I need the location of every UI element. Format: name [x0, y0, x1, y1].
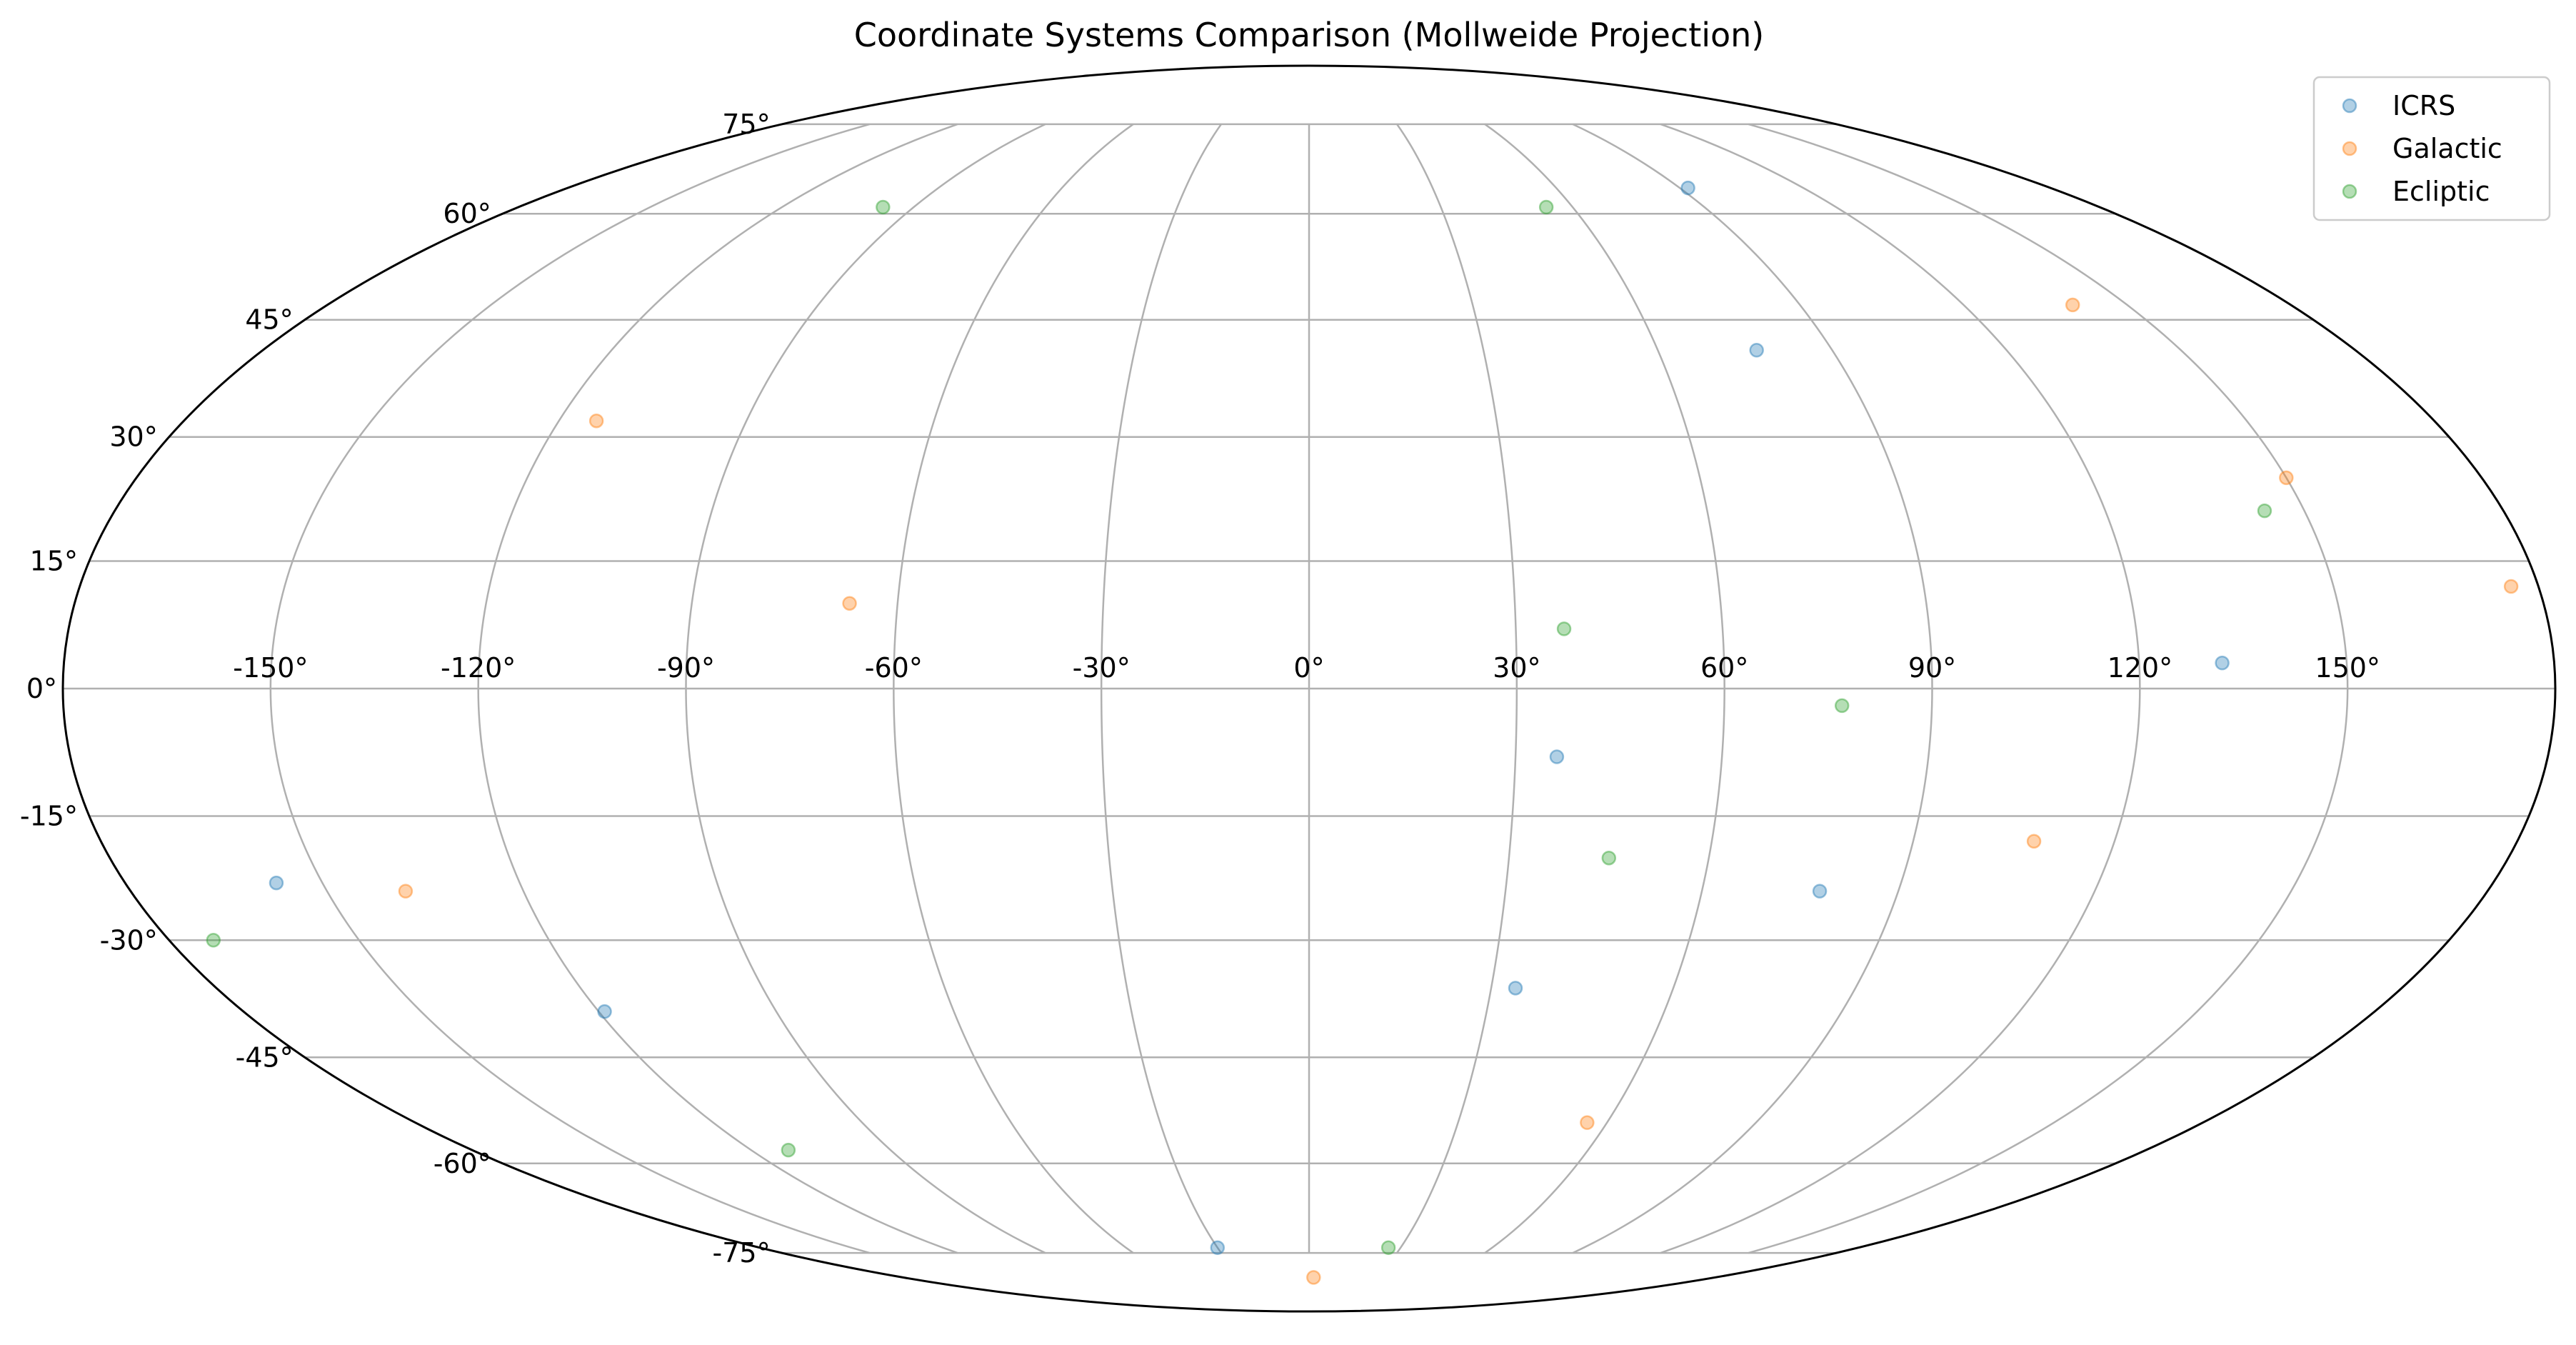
legend-frame	[2312, 76, 2551, 221]
legend-marker	[2342, 184, 2357, 199]
longitude-tick-label: -30°	[1073, 652, 1131, 684]
longitude-tick-label: -120°	[441, 652, 516, 684]
latitude-tick-label: -45°	[236, 1041, 294, 1073]
data-point	[781, 1142, 796, 1158]
latitude-tick-label: -60°	[433, 1148, 491, 1179]
legend-label: Ecliptic	[2392, 176, 2490, 207]
data-point	[1538, 199, 1554, 215]
map-boundary	[61, 64, 2557, 1313]
latitude-tick-label: -75°	[713, 1237, 771, 1269]
latitude-tick-label: 15°	[30, 545, 78, 576]
data-point	[1680, 180, 1695, 196]
data-point	[1812, 884, 1828, 899]
data-point	[398, 884, 414, 899]
data-point	[1749, 342, 1764, 358]
data-point	[2215, 655, 2230, 671]
legend-marker	[2342, 141, 2357, 156]
latitude-tick-label: 45°	[245, 304, 293, 336]
data-point	[269, 875, 284, 891]
series-galactic	[398, 297, 2519, 1285]
data-point	[597, 1004, 612, 1019]
legend-items: ICRS Galactic Ecliptic	[2342, 90, 2502, 207]
data-point	[876, 199, 891, 215]
chart-title: Coordinate Systems Comparison (Mollweide…	[854, 16, 1765, 54]
longitude-gridline	[1396, 124, 1518, 1254]
longitude-gridline	[893, 123, 1134, 1254]
latitude-tick-labels: 75° 60° 45° 30° 15° 0° -15° -30° -45° -60° -75°	[20, 109, 771, 1269]
longitude-tick-label: -90°	[657, 652, 715, 684]
data-point	[842, 596, 857, 611]
data-point	[1306, 1270, 1321, 1285]
legend-label: ICRS	[2392, 90, 2455, 121]
longitude-gridline	[269, 123, 871, 1254]
data-point	[2065, 297, 2080, 313]
longitude-tick-label: 30°	[1493, 652, 1540, 684]
data-point	[2503, 579, 2519, 594]
longitude-gridline	[1748, 123, 2349, 1254]
data-point	[1580, 1115, 1595, 1130]
longitude-tick-label: 60°	[1700, 652, 1748, 684]
longitude-tick-label: 150°	[2315, 652, 2380, 684]
longitude-gridline	[1484, 123, 1725, 1254]
latitude-tick-label: -15°	[20, 801, 78, 832]
data-point	[1210, 1240, 1226, 1255]
longitude-tick-label: 120°	[2108, 652, 2173, 684]
longitude-gridline	[685, 123, 1046, 1254]
data-points	[206, 180, 2519, 1285]
longitude-gridline	[477, 123, 958, 1254]
data-point	[588, 413, 604, 429]
latitude-tick-label: 75°	[722, 109, 770, 140]
legend-label: Galactic	[2392, 133, 2502, 164]
data-point	[1556, 621, 1572, 636]
data-point	[1508, 981, 1523, 996]
data-point	[206, 933, 221, 948]
longitude-tick-label: -60°	[865, 652, 923, 684]
series-icrs	[269, 180, 2230, 1255]
longitude-tick-labels: -150° -120° -90° -60° -30° 0° 30° 60° 90° 120° 150…	[233, 652, 2380, 684]
longitude-tick-label: 90°	[1908, 652, 1956, 684]
data-point	[1380, 1240, 1396, 1255]
series-ecliptic	[206, 199, 2272, 1255]
legend: ICRS Galactic Ecliptic	[2312, 76, 2551, 221]
longitude-gridline	[1572, 123, 1933, 1254]
latitude-tick-label: 30°	[109, 421, 157, 453]
latitude-tick-label: 60°	[443, 198, 491, 229]
data-point	[1834, 698, 1850, 714]
latitude-tick-label: 0°	[26, 673, 57, 704]
longitude-gridline	[1660, 123, 2141, 1254]
data-point	[1549, 749, 1565, 764]
data-point	[1601, 850, 1617, 866]
longitude-tick-label: -150°	[233, 652, 308, 684]
data-point	[2257, 503, 2272, 519]
latitude-tick-label: -30°	[100, 924, 158, 956]
longitude-gridline	[1100, 124, 1222, 1254]
data-point	[2279, 470, 2294, 486]
legend-marker	[2342, 98, 2357, 114]
data-point	[2026, 834, 2042, 849]
longitude-tick-label: 0°	[1293, 652, 1324, 684]
